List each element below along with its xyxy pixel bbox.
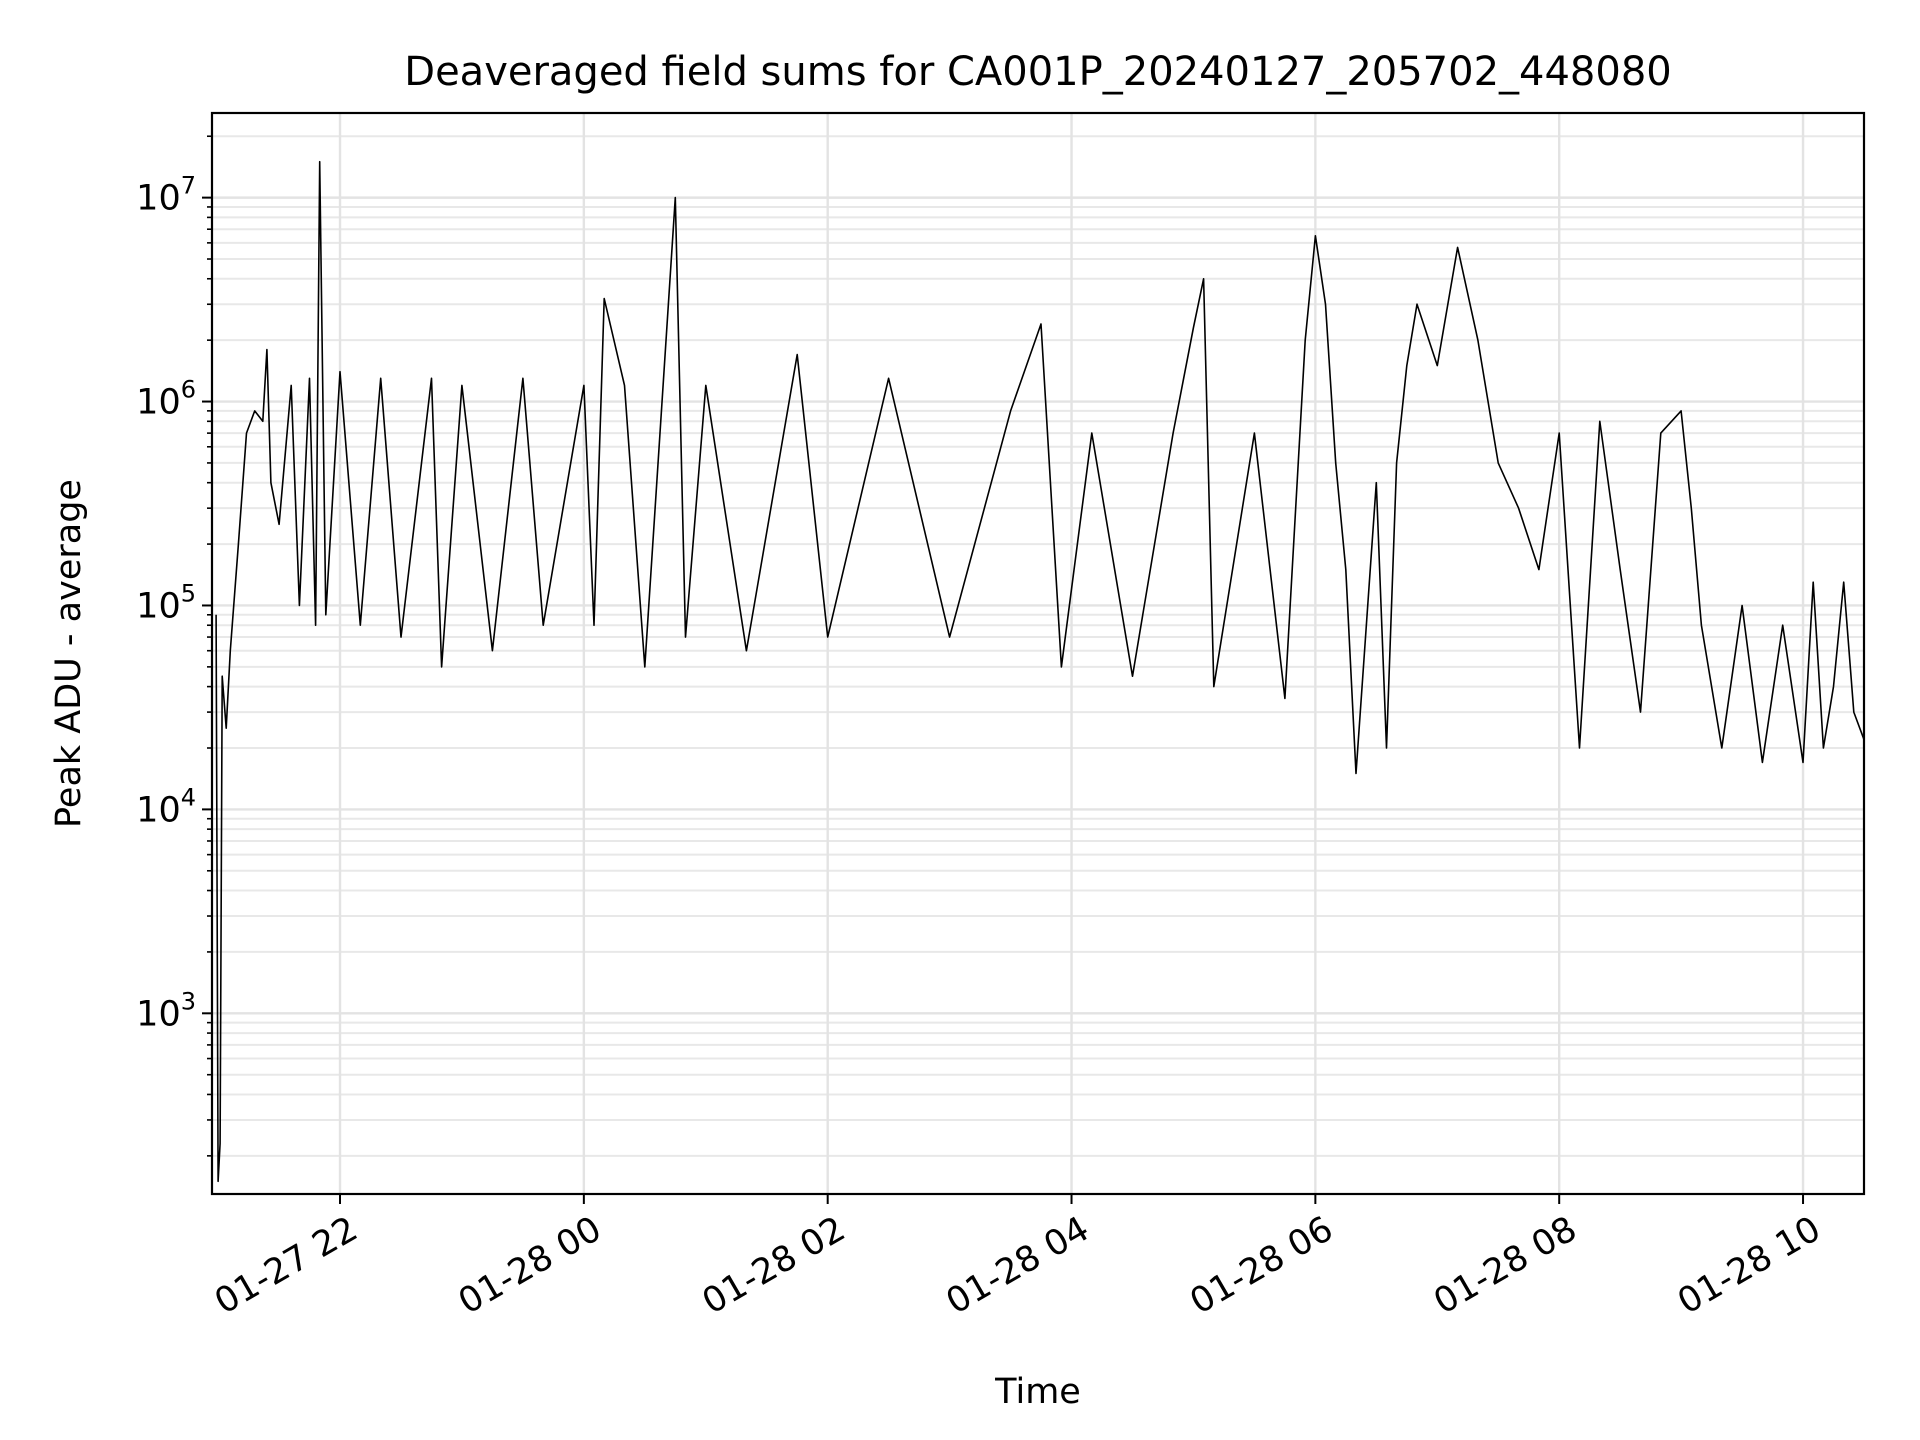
y-tick-label: 103 xyxy=(136,987,196,1034)
y-tick-label: 104 xyxy=(136,783,196,830)
grid-minor xyxy=(212,135,1864,1157)
y-tick-label: 106 xyxy=(136,376,196,423)
y-tick-label: 105 xyxy=(136,579,196,626)
grid-major xyxy=(212,113,1864,1194)
y-axis-ticks: 103 104 105 106 107 xyxy=(136,135,212,1157)
y-axis-label: Peak ADU - average xyxy=(49,479,89,828)
data-line-layer xyxy=(215,160,1864,1183)
y-tick-label: 107 xyxy=(136,172,196,219)
plot-frame xyxy=(210,111,1866,1196)
chart-title: Deaveraged field sums for CA001P_2024012… xyxy=(404,49,1671,95)
x-axis-label: Time xyxy=(994,1372,1081,1412)
series-line-0 xyxy=(215,160,1864,1183)
